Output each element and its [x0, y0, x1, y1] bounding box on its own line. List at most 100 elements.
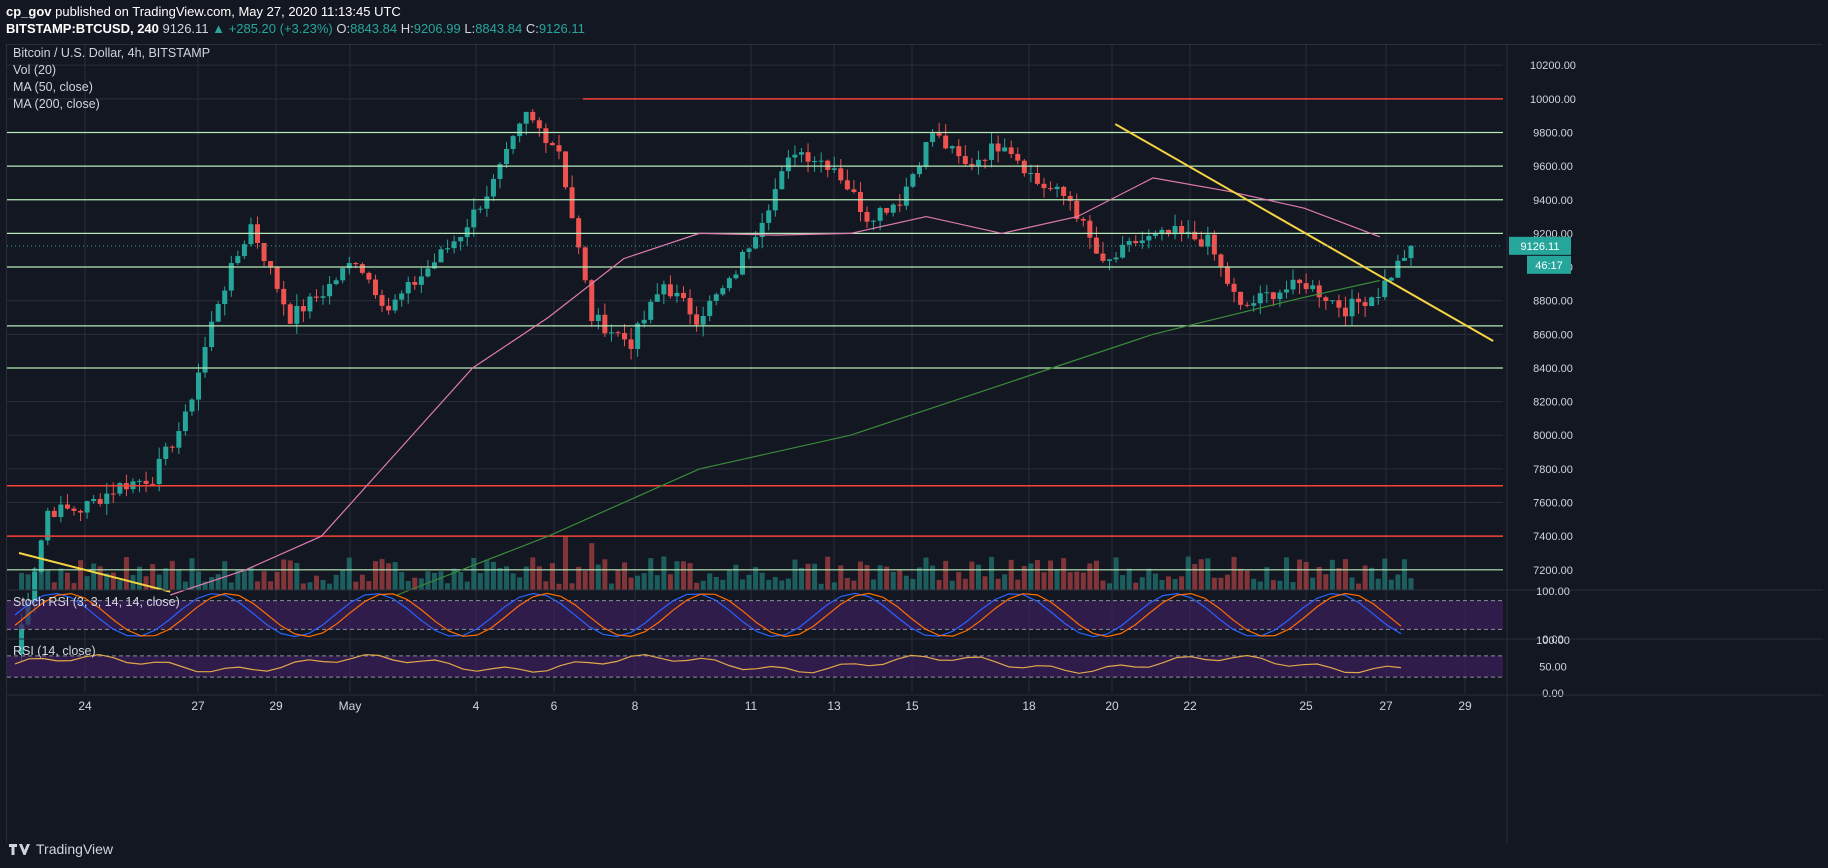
volume-bar	[228, 582, 234, 590]
legend-title[interactable]: Bitcoin / U.S. Dollar, 4h, BITSTAMP	[13, 46, 211, 60]
candle-body	[379, 295, 385, 306]
volume-bar	[431, 572, 437, 590]
candle-body	[156, 458, 162, 485]
volume-bar	[1107, 583, 1113, 590]
open-value: 8843.84	[350, 21, 398, 36]
candle-body	[556, 145, 562, 152]
candle-body	[995, 143, 1001, 152]
candle-body	[1120, 244, 1126, 258]
candle-body	[1251, 303, 1257, 306]
volume-bar	[746, 574, 752, 590]
stoch-legend[interactable]: Stoch RSI (3, 3, 14, 14, close)	[13, 595, 180, 609]
candle-body	[1008, 147, 1014, 155]
candle-body	[1192, 231, 1198, 240]
volume-bar	[1231, 556, 1237, 590]
candle-body	[1336, 300, 1342, 308]
volume-bar	[458, 571, 464, 590]
volume-bar	[916, 567, 922, 590]
volume-bar	[281, 559, 287, 590]
candle-body	[163, 446, 169, 459]
x-tick-label: 29	[1458, 699, 1472, 713]
candle-body	[333, 280, 339, 284]
publisher-name[interactable]: cp_gov	[6, 4, 52, 19]
rsi-tick-label: 100.00	[1536, 635, 1570, 647]
candle-body	[1139, 240, 1145, 244]
candle-body	[340, 268, 346, 281]
volume-bar	[851, 580, 857, 590]
candle-body	[641, 319, 647, 324]
volume-bar	[45, 569, 51, 590]
candle-body	[1041, 183, 1047, 189]
volume-bar	[864, 565, 870, 590]
candle-body	[1166, 229, 1172, 235]
publisher-line: cp_gov published on TradingView.com, May…	[6, 4, 401, 19]
candle-body	[569, 187, 575, 219]
candle-body	[1021, 160, 1027, 174]
legend-ma50[interactable]: MA (50, close)	[13, 80, 93, 94]
x-tick-label: 8	[632, 699, 639, 713]
candle-body	[176, 431, 182, 448]
volume-bar	[1048, 560, 1054, 590]
volume-bar	[1316, 566, 1322, 590]
volume-bar	[451, 568, 457, 590]
candle-body	[648, 301, 654, 320]
candle-body	[137, 480, 143, 482]
volume-bar	[327, 583, 333, 590]
candle-body	[654, 294, 660, 302]
volume-bar	[346, 557, 352, 590]
volume-bar	[838, 565, 844, 590]
volume-bar	[930, 565, 936, 590]
volume-bar	[366, 581, 372, 590]
volume-bar	[1002, 574, 1008, 590]
candle-body	[975, 159, 981, 166]
candle-body	[536, 120, 542, 129]
candle-body	[844, 180, 850, 190]
candle-body	[438, 249, 444, 263]
candle-body	[1356, 298, 1362, 303]
legend-ma200[interactable]: MA (200, close)	[13, 97, 100, 111]
candle-body	[615, 332, 621, 334]
volume-bar	[1061, 558, 1067, 590]
y-tick-label: 10200.00	[1530, 60, 1576, 72]
chart-frame[interactable]: 24 27 29 May 4 6 8 11 13 15 18 20 22 25 27 29 7200.00 740…	[6, 44, 1823, 844]
volume-bar	[969, 561, 975, 590]
x-tick-label: 25	[1299, 699, 1313, 713]
volume-bar	[785, 578, 791, 590]
volume-bar	[97, 566, 103, 590]
rsi-legend[interactable]: RSI (14, close)	[13, 644, 96, 658]
candle-body	[674, 292, 680, 297]
legend-vol[interactable]: Vol (20)	[13, 63, 57, 77]
chart-svg[interactable]: 24 27 29 May 4 6 8 11 13 15 18 20 22 25 27 29 7200.00 740…	[7, 45, 1823, 844]
candle-body	[759, 222, 765, 238]
candle-body	[189, 399, 195, 412]
volume-bar	[117, 580, 123, 590]
volume-bar	[523, 566, 529, 590]
tradingview-logo-icon	[9, 844, 30, 855]
low-label: L:	[464, 21, 476, 36]
volume-bar	[648, 558, 654, 590]
volume-bar	[1290, 582, 1296, 590]
volume-bar	[1192, 564, 1198, 590]
y-tick-label: 8600.00	[1533, 329, 1573, 341]
secondary-trendline	[18, 552, 171, 593]
volume-bar	[490, 561, 496, 590]
volume-bar	[1375, 578, 1381, 590]
candle-body	[851, 189, 857, 192]
volume-bar	[549, 563, 555, 590]
candle-body	[1395, 260, 1401, 278]
stoch-k-line	[14, 592, 1402, 638]
candle-body	[71, 508, 77, 511]
volume-bar	[831, 582, 837, 590]
volume-bar	[504, 566, 510, 590]
volume-bar	[779, 580, 785, 590]
volume-bar	[543, 581, 549, 590]
volume-bar	[982, 576, 988, 590]
x-tick-label: 27	[1379, 699, 1393, 713]
tradingview-footer[interactable]: TradingView	[8, 841, 113, 857]
candle-body	[530, 111, 536, 121]
volume-bar	[202, 581, 208, 590]
y-tick-label: 8200.00	[1533, 397, 1573, 409]
ma50-line	[170, 177, 1381, 596]
candle-body	[1401, 258, 1407, 261]
y-tick-label: 9600.00	[1533, 161, 1573, 173]
